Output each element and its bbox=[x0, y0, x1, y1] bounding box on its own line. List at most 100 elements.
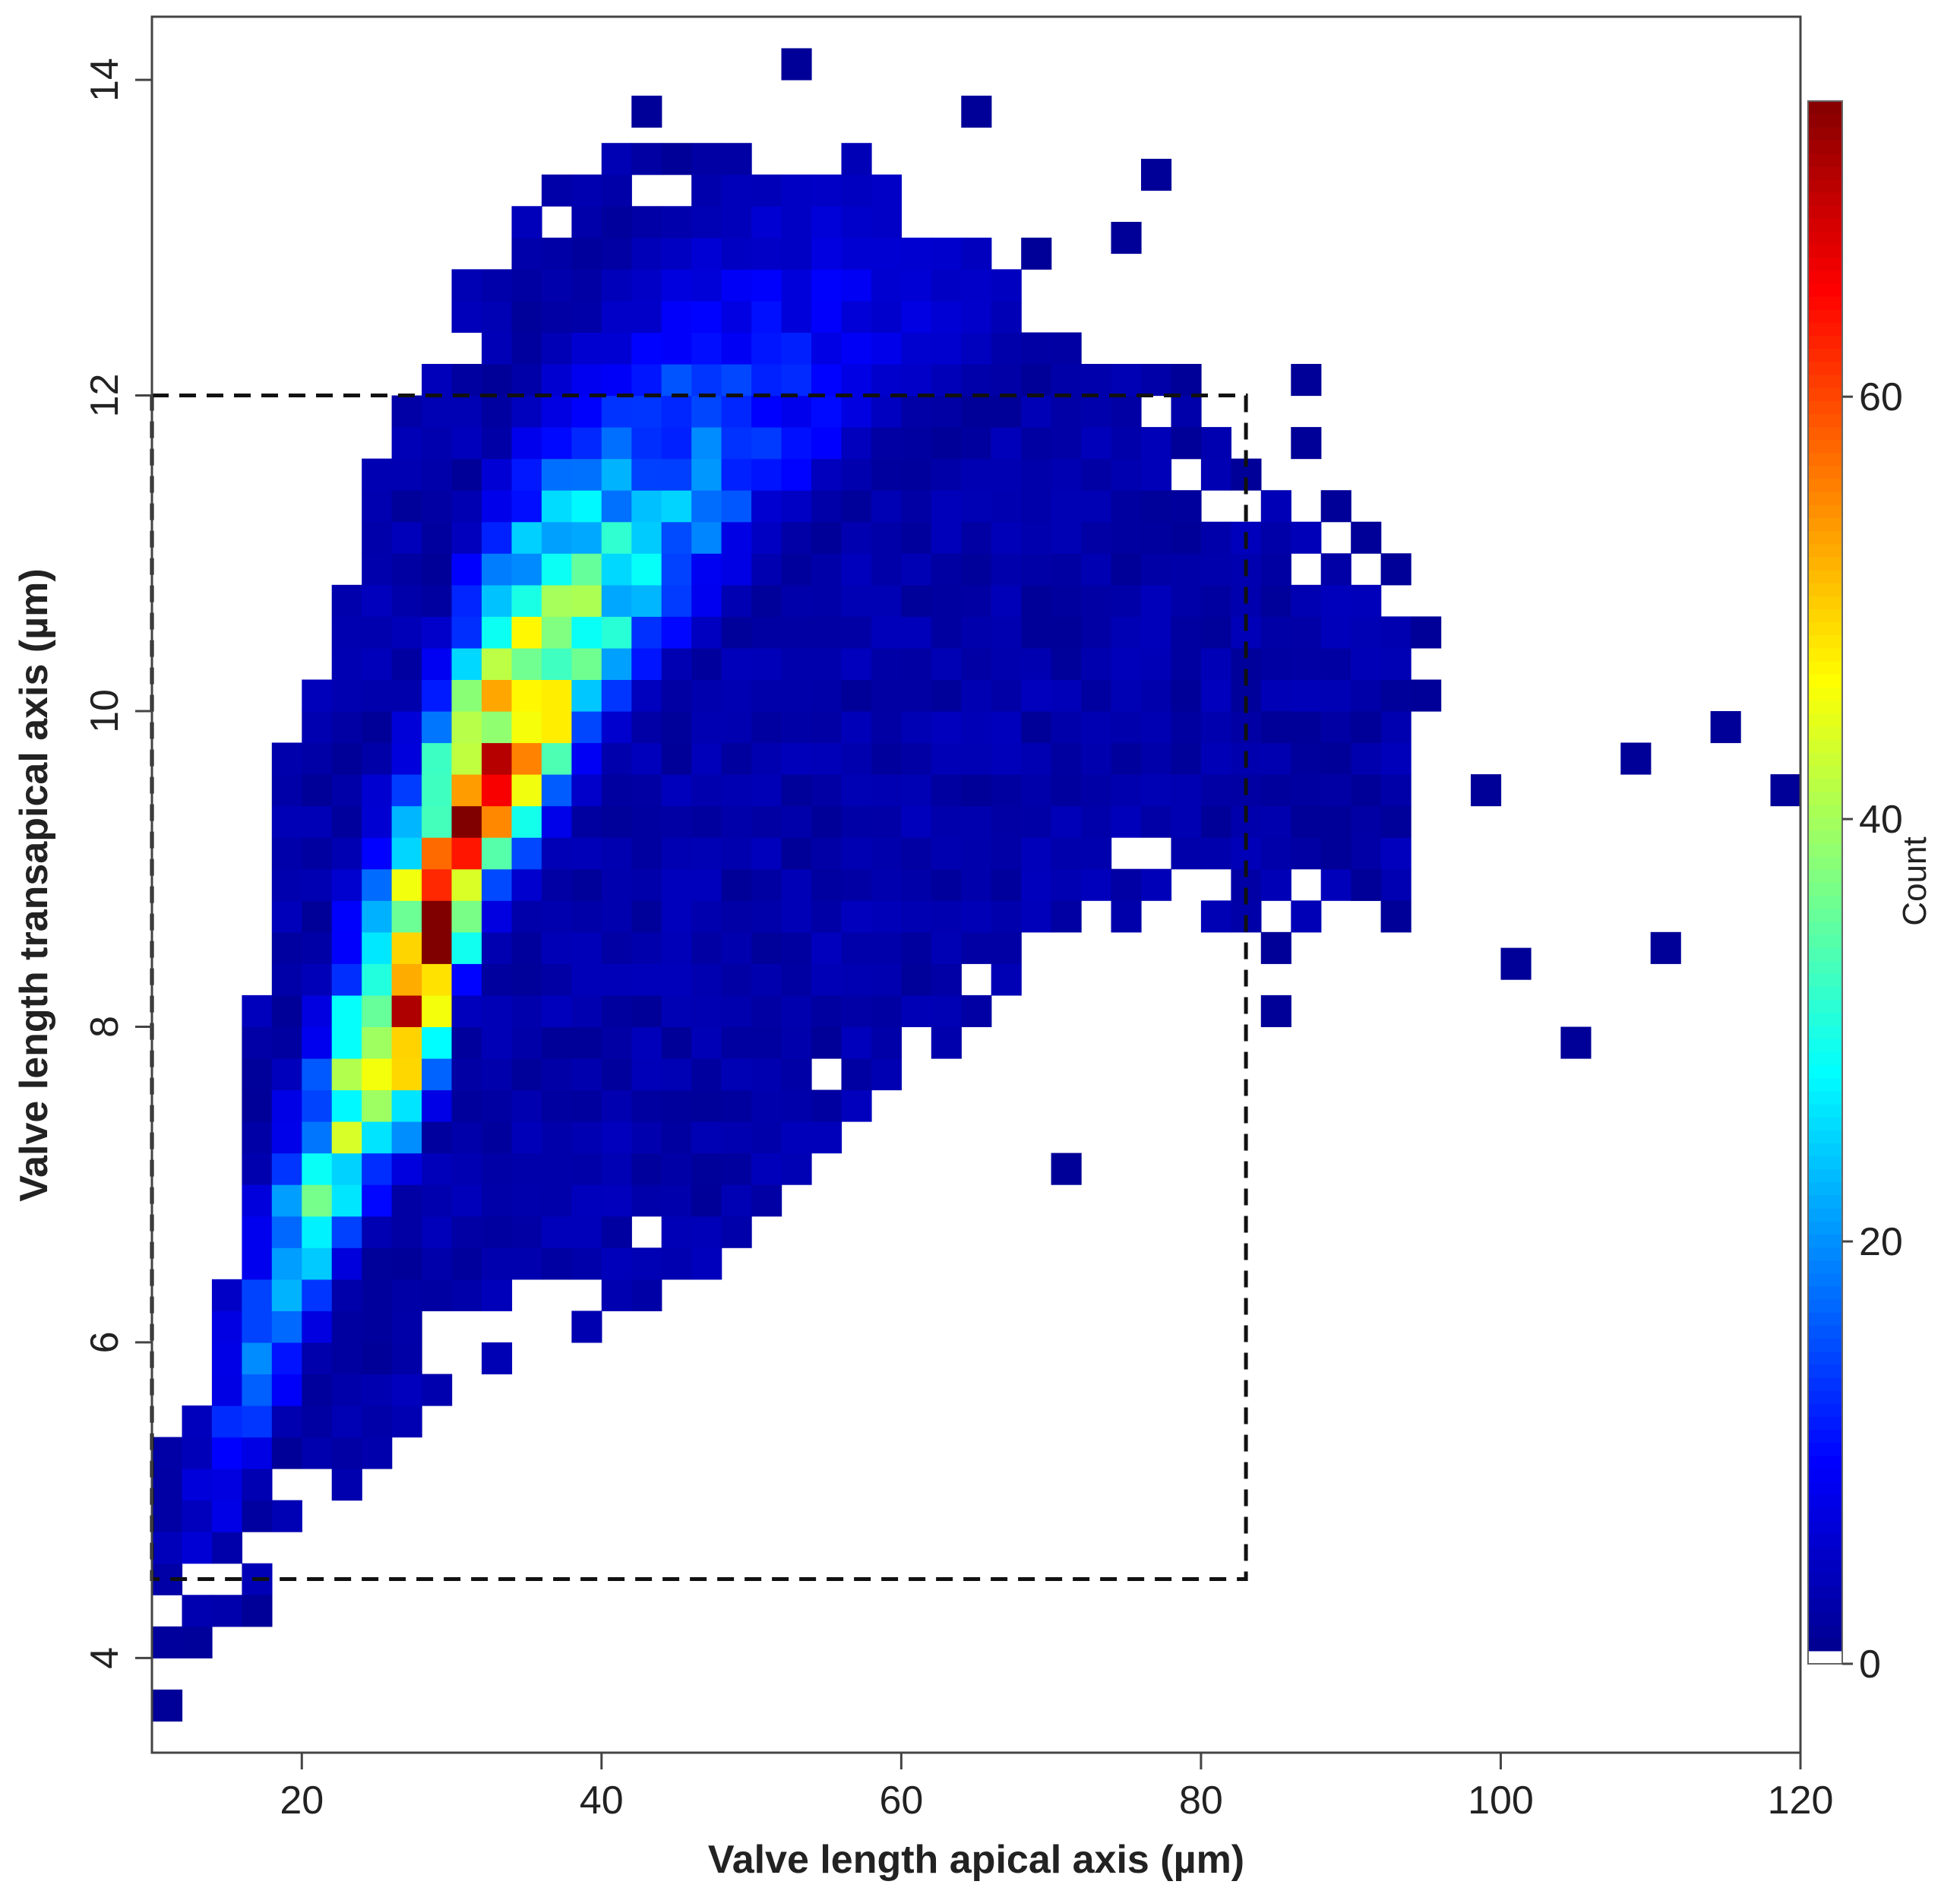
colorbar-segment bbox=[1808, 1194, 1842, 1209]
heatmap-cell bbox=[302, 742, 333, 775]
heatmap-cell bbox=[1260, 521, 1291, 554]
heatmap-cell bbox=[1021, 774, 1052, 807]
heatmap-cell bbox=[811, 963, 842, 996]
heatmap-cell bbox=[931, 931, 962, 964]
heatmap-cell bbox=[541, 1089, 572, 1122]
heatmap-cell bbox=[811, 679, 842, 712]
heatmap-cell bbox=[1291, 364, 1322, 397]
heatmap-cell bbox=[781, 931, 812, 964]
heatmap-cell bbox=[721, 332, 752, 365]
heatmap-cell bbox=[422, 1374, 453, 1406]
heatmap-cell bbox=[1081, 647, 1112, 680]
heatmap-cell bbox=[571, 395, 602, 428]
heatmap-cell bbox=[1260, 742, 1291, 775]
heatmap-cell bbox=[422, 1026, 453, 1059]
heatmap-cell bbox=[211, 1532, 242, 1564]
heatmap-cell bbox=[691, 553, 722, 586]
heatmap-cell bbox=[721, 1026, 752, 1059]
heatmap-cell bbox=[691, 174, 722, 207]
heatmap-cell bbox=[601, 711, 632, 744]
heatmap-cell bbox=[451, 1279, 482, 1311]
heatmap-cell bbox=[661, 1026, 692, 1059]
heatmap-cell bbox=[302, 868, 333, 901]
heatmap-cell bbox=[601, 1279, 632, 1311]
heatmap-cell bbox=[482, 458, 513, 491]
heatmap-cell bbox=[691, 774, 722, 807]
heatmap-cell bbox=[331, 711, 362, 744]
heatmap-cell bbox=[391, 1121, 422, 1154]
heatmap-cell bbox=[1291, 679, 1322, 712]
heatmap-cell bbox=[1171, 774, 1202, 807]
heatmap-cell bbox=[661, 332, 692, 365]
heatmap-cell bbox=[1051, 1153, 1082, 1185]
heatmap-cell bbox=[1171, 837, 1202, 870]
heatmap-cell bbox=[482, 584, 513, 617]
heatmap-cell bbox=[1051, 805, 1082, 838]
heatmap-cell bbox=[781, 174, 812, 207]
heatmap-cell bbox=[661, 1058, 692, 1091]
colorbar-segment bbox=[1808, 1077, 1842, 1092]
colorbar-segment bbox=[1808, 908, 1842, 922]
heatmap-cell bbox=[961, 95, 992, 128]
colorbar-segment bbox=[1808, 556, 1842, 571]
heatmap-cell bbox=[751, 300, 782, 333]
heatmap-cell bbox=[541, 1216, 572, 1248]
heatmap-cell bbox=[1081, 805, 1112, 838]
heatmap-cell bbox=[1260, 868, 1291, 901]
heatmap-cell bbox=[601, 1184, 632, 1217]
heatmap-cell bbox=[242, 1184, 273, 1217]
heatmap-cell bbox=[631, 616, 662, 649]
colorbar-segment bbox=[1808, 1573, 1842, 1586]
heatmap-cell bbox=[901, 900, 932, 933]
x-tick-label: 80 bbox=[1179, 1779, 1223, 1823]
colorbar-segment bbox=[1808, 127, 1842, 141]
heatmap-cell bbox=[1081, 364, 1112, 397]
heatmap-cell bbox=[271, 837, 302, 870]
heatmap-cell bbox=[482, 711, 513, 744]
heatmap-cell bbox=[781, 994, 812, 1027]
heatmap-cell bbox=[242, 994, 273, 1027]
heatmap-cell bbox=[1141, 553, 1172, 586]
heatmap-cell bbox=[661, 805, 692, 838]
heatmap-cell bbox=[302, 1405, 333, 1438]
heatmap-cell bbox=[781, 1089, 812, 1122]
heatmap-cell bbox=[721, 174, 752, 207]
heatmap-cell bbox=[182, 1500, 213, 1532]
colorbar-segment bbox=[1808, 882, 1842, 896]
heatmap-cell bbox=[961, 458, 992, 491]
heatmap-cell bbox=[271, 868, 302, 901]
heatmap-cell bbox=[1021, 364, 1052, 397]
heatmap-cell bbox=[511, 900, 542, 933]
heatmap-cell bbox=[511, 364, 542, 397]
heatmap-cell bbox=[271, 1374, 302, 1406]
heatmap-cell bbox=[182, 1595, 213, 1627]
colorbar-segment bbox=[1808, 1351, 1842, 1365]
heatmap-cell bbox=[362, 458, 393, 491]
heatmap-cell bbox=[451, 616, 482, 649]
heatmap-cell bbox=[1021, 553, 1052, 586]
heatmap-cell bbox=[811, 458, 842, 491]
heatmap-cell bbox=[571, 711, 602, 744]
heatmap-cell bbox=[601, 1153, 632, 1185]
heatmap-cell bbox=[571, 458, 602, 491]
heatmap-cell bbox=[901, 805, 932, 838]
colorbar-segment bbox=[1808, 830, 1842, 844]
heatmap-cell bbox=[1021, 584, 1052, 617]
heatmap-cell bbox=[1560, 1026, 1592, 1059]
heatmap-cell bbox=[901, 553, 932, 586]
heatmap-cell bbox=[451, 1026, 482, 1059]
heatmap-cell bbox=[331, 1058, 362, 1091]
heatmap-cell bbox=[451, 900, 482, 933]
heatmap-cell bbox=[571, 963, 602, 996]
heatmap-cell bbox=[931, 994, 962, 1027]
heatmap-cell bbox=[331, 1153, 362, 1185]
heatmap-cell bbox=[811, 774, 842, 807]
heatmap-cell bbox=[841, 490, 872, 523]
heatmap-cell bbox=[811, 490, 842, 523]
heatmap-cell bbox=[811, 742, 842, 775]
heatmap-cell bbox=[1171, 616, 1202, 649]
heatmap-cell bbox=[811, 931, 842, 964]
heatmap-cell bbox=[691, 963, 722, 996]
heatmap-cell bbox=[511, 1026, 542, 1059]
heatmap-cell bbox=[541, 647, 572, 680]
